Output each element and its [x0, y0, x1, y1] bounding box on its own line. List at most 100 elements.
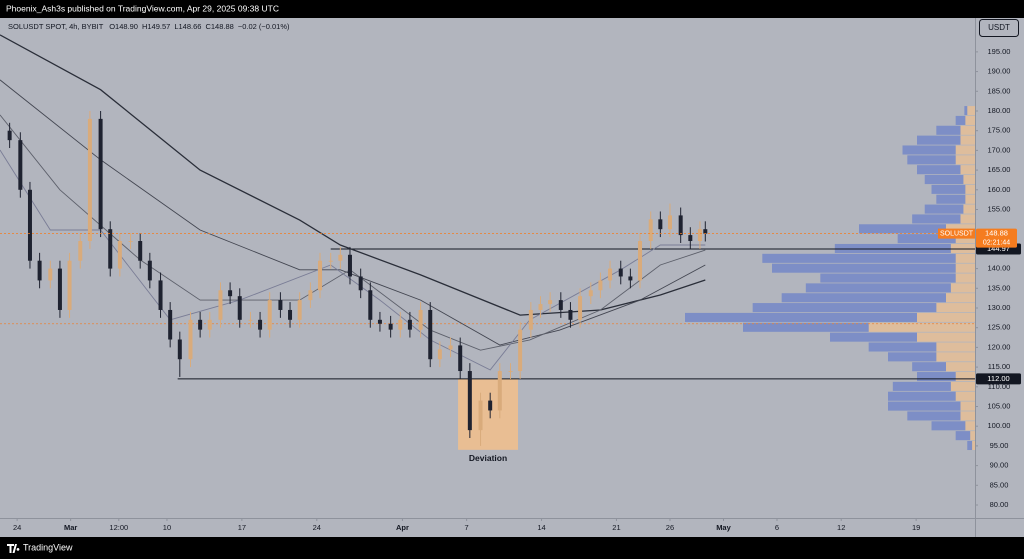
y-tick-label: 160.00 [988, 185, 1011, 194]
x-tick-label: 26 [666, 523, 674, 532]
overlay: Deviation 144.97 112.00 SOLUSDT 148.8802:21:… [469, 229, 1021, 463]
candle-body [278, 300, 283, 310]
candle-body [288, 309, 293, 320]
x-tick-label: 12 [837, 523, 845, 532]
x-tick-label: 17 [238, 523, 246, 532]
y-tick-label: 80.00 [990, 500, 1009, 509]
volume-profile-bar [950, 283, 975, 293]
symbol: SOLUSDT SPOT, 4h, BYBIT [8, 22, 104, 31]
candle-body [37, 260, 42, 281]
candle-body [207, 319, 212, 330]
candle-body [588, 290, 593, 297]
candle-body [338, 254, 343, 261]
volume-profile-bar [743, 322, 869, 332]
candle-body [497, 371, 502, 411]
x-tick-label: 24 [313, 523, 321, 532]
candle-body [138, 241, 143, 261]
candle-body [377, 319, 382, 324]
volume-profile-bar [967, 440, 973, 451]
candle-body [618, 268, 623, 277]
volume-profile-bar [965, 184, 975, 194]
x-tick-label: 10 [163, 523, 171, 532]
volume-profile-bar [965, 421, 975, 431]
price-label-box [976, 228, 1017, 248]
volume-profile-bar [955, 155, 975, 165]
y-tick-label: 175.00 [988, 126, 1011, 135]
volume-profile-bar [752, 303, 937, 313]
x-tick-label: 12:00 [109, 523, 128, 532]
volume-profile-bar [892, 381, 951, 391]
volume-profile-bar [960, 401, 975, 411]
plot-area [0, 34, 975, 451]
y-tick-label: 85.00 [990, 480, 1009, 489]
x-tick-label: Apr [396, 523, 409, 532]
candle-body [568, 309, 573, 320]
candle-body [258, 319, 263, 330]
volume-profile-bar [924, 175, 964, 185]
level-label: 144.97 [987, 244, 1010, 253]
candle-body [198, 319, 203, 330]
candle-body [147, 260, 152, 281]
candle-body [528, 309, 533, 330]
x-tick-label: 21 [612, 523, 620, 532]
currency[interactable]: USDT [988, 23, 1010, 32]
volume-profile-bar [963, 204, 975, 214]
candle-body [538, 304, 543, 310]
volume-profile-bar [955, 253, 975, 263]
y-tick-label: 95.00 [990, 441, 1009, 450]
volume-profile-bar [888, 352, 937, 362]
change: −0.02 (−0.01%) [238, 22, 290, 31]
candle-body [78, 241, 83, 261]
candle-body [228, 290, 233, 297]
volume-profile-bar [805, 283, 951, 293]
y-tick-label: 115.00 [988, 362, 1010, 371]
candle-body [128, 241, 133, 243]
candle-body [308, 290, 313, 301]
volume-profile-bar [912, 362, 946, 372]
candle-body [98, 118, 103, 230]
volume-profile-bar [955, 145, 975, 155]
volume-profile-bar [868, 342, 937, 352]
candle-body [467, 371, 472, 431]
volume-profile-bar [888, 401, 961, 411]
top-bar [0, 0, 1024, 18]
candle-body [368, 290, 373, 320]
volume-profile-bar [917, 165, 961, 175]
candle-body [168, 309, 173, 340]
volume-profile-bar [820, 273, 956, 283]
low: L148.66 [174, 22, 201, 31]
volume-profile-bar [946, 293, 975, 303]
candle-body [7, 130, 12, 141]
x-tick-label: 14 [537, 523, 545, 532]
y-tick-label: 120.00 [988, 342, 1011, 351]
candle-body [697, 229, 702, 242]
candle-body [628, 276, 633, 281]
volume-profile-bar [946, 362, 975, 372]
volume-profile-bar [955, 431, 971, 441]
volume-profile-bar [917, 372, 956, 382]
volume-profile-bar [960, 125, 975, 135]
y-tick-label: 155.00 [988, 204, 1011, 213]
candle-body [648, 219, 653, 242]
volume-profile-bar [965, 115, 975, 125]
close: C148.88 [205, 22, 233, 31]
volume-profile-bar [955, 372, 975, 382]
candle-body [578, 296, 583, 320]
candle-body [328, 260, 333, 262]
candle-body [267, 300, 272, 330]
volume-profile-bar [960, 135, 975, 145]
bottom-bar [0, 537, 1024, 559]
currency-box[interactable] [979, 19, 1019, 37]
y-tick-label: 135.00 [988, 283, 1011, 292]
level-label: 112.00 [987, 374, 1009, 383]
price-label: 148.88 [985, 229, 1008, 238]
candle-body [398, 319, 403, 330]
volume-profile-bar [781, 293, 946, 303]
candle-body [688, 235, 693, 242]
volume-profile-bar [950, 243, 975, 254]
y-tick-label: 125.00 [988, 323, 1011, 332]
publisher: Phoenix_Ash3s published on TradingView.c… [6, 3, 279, 13]
candle-body [488, 400, 493, 411]
candle-body [358, 276, 363, 291]
volume-profile-bar [960, 214, 975, 224]
